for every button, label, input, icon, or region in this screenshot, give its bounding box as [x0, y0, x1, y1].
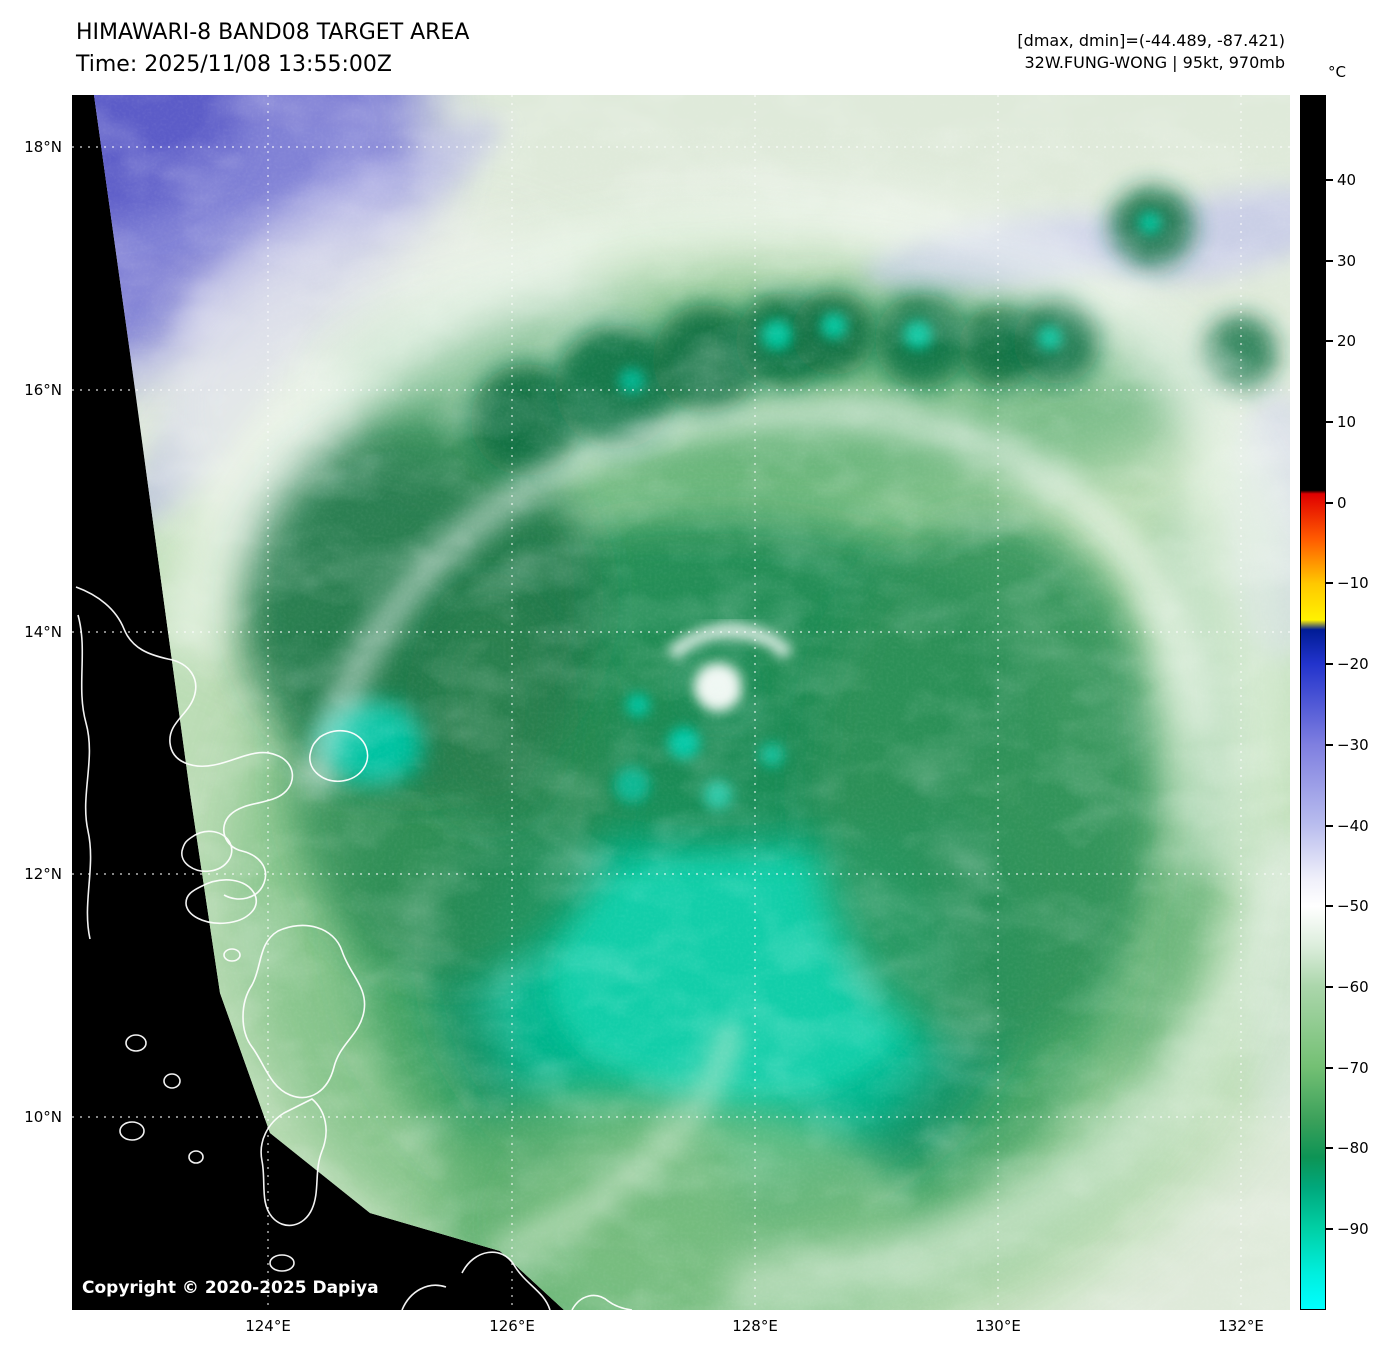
- colorbar-tick-mark: [1326, 421, 1333, 423]
- colorbar-unit: °C: [1328, 63, 1346, 81]
- lon-label: 124°E: [245, 1317, 291, 1335]
- header-right: [dmax, dmin]=(-44.489, -87.421) 32W.FUNG…: [1017, 30, 1285, 74]
- colorbar-tick-label: 10: [1337, 413, 1357, 431]
- colorbar-tick: −10: [1326, 574, 1369, 592]
- colorbar-tick-label: 30: [1337, 252, 1357, 270]
- lon-label: 132°E: [1218, 1317, 1264, 1335]
- lat-label: 16°N: [24, 381, 62, 399]
- colorbar-tick: −30: [1326, 736, 1369, 754]
- gridlines: [72, 95, 1290, 1310]
- colorbar-tick-mark: [1326, 663, 1333, 665]
- colorbar-tick-mark: [1326, 582, 1333, 584]
- colorbar-tick-mark: [1326, 1147, 1333, 1149]
- colorbar-tick: −80: [1326, 1139, 1369, 1157]
- colorbar-tick-mark: [1326, 744, 1333, 746]
- colorbar-tick-label: −90: [1337, 1220, 1369, 1238]
- coastlines: [75, 586, 633, 1310]
- page-title: HIMAWARI-8 BAND08 TARGET AREA: [76, 20, 470, 45]
- colorbar-tick-mark: [1326, 1067, 1333, 1069]
- colorbar: [1300, 95, 1326, 1310]
- timestamp: Time: 2025/11/08 13:55:00Z: [76, 52, 392, 77]
- colorbar-tick-label: −80: [1337, 1139, 1369, 1157]
- lat-label: 14°N: [24, 623, 62, 641]
- colorbar-tick-mark: [1326, 179, 1333, 181]
- colorbar-tick: 0: [1326, 494, 1347, 512]
- dmax-dmin-readout: [dmax, dmin]=(-44.489, -87.421): [1017, 31, 1285, 50]
- colorbar-tick-label: −40: [1337, 817, 1369, 835]
- colorbar-tick-label: 20: [1337, 332, 1357, 350]
- colorbar-tick-label: −60: [1337, 978, 1369, 996]
- lon-label: 126°E: [489, 1317, 535, 1335]
- colorbar-tick-label: −30: [1337, 736, 1369, 754]
- copyright-text: Copyright © 2020-2025 Dapiya: [82, 1278, 379, 1298]
- colorbar-tick: −20: [1326, 655, 1369, 673]
- colorbar-tick-label: −10: [1337, 574, 1369, 592]
- lat-label: 12°N: [24, 865, 62, 883]
- storm-info: 32W.FUNG-WONG | 95kt, 970mb: [1024, 53, 1285, 72]
- colorbar-tick: 30: [1326, 252, 1356, 270]
- lat-label: 10°N: [24, 1108, 62, 1126]
- colorbar-tick-label: −70: [1337, 1059, 1369, 1077]
- lon-label: 130°E: [975, 1317, 1021, 1335]
- colorbar-tick: 20: [1326, 332, 1356, 350]
- satellite-scene: [72, 95, 1290, 1310]
- colorbar-tick: −60: [1326, 978, 1369, 996]
- colorbar-tick-label: 0: [1337, 494, 1347, 512]
- colorbar-tick: 40: [1326, 171, 1356, 189]
- data-swath: [94, 95, 1290, 1310]
- colorbar-tick: −90: [1326, 1220, 1369, 1238]
- colorbar-tick-mark: [1326, 986, 1333, 988]
- colorbar-tick-mark: [1326, 825, 1333, 827]
- colorbar-tick-mark: [1326, 340, 1333, 342]
- colorbar-tick: −70: [1326, 1059, 1369, 1077]
- colorbar-tick-mark: [1326, 905, 1333, 907]
- colorbar-tick-mark: [1326, 502, 1333, 504]
- lon-label: 128°E: [732, 1317, 778, 1335]
- colorbar-tick: −40: [1326, 817, 1369, 835]
- colorbar-tick: 10: [1326, 413, 1356, 431]
- colorbar-tick-label: 40: [1337, 171, 1357, 189]
- colorbar-tick: −50: [1326, 897, 1369, 915]
- colorbar-tick-label: −50: [1337, 897, 1369, 915]
- satellite-map: Copyright © 2020-2025 Dapiya: [72, 95, 1290, 1310]
- colorbar-tick-label: −20: [1337, 655, 1369, 673]
- lat-label: 18°N: [24, 138, 62, 156]
- colorbar-tick-mark: [1326, 260, 1333, 262]
- colorbar-tick-mark: [1326, 1228, 1333, 1230]
